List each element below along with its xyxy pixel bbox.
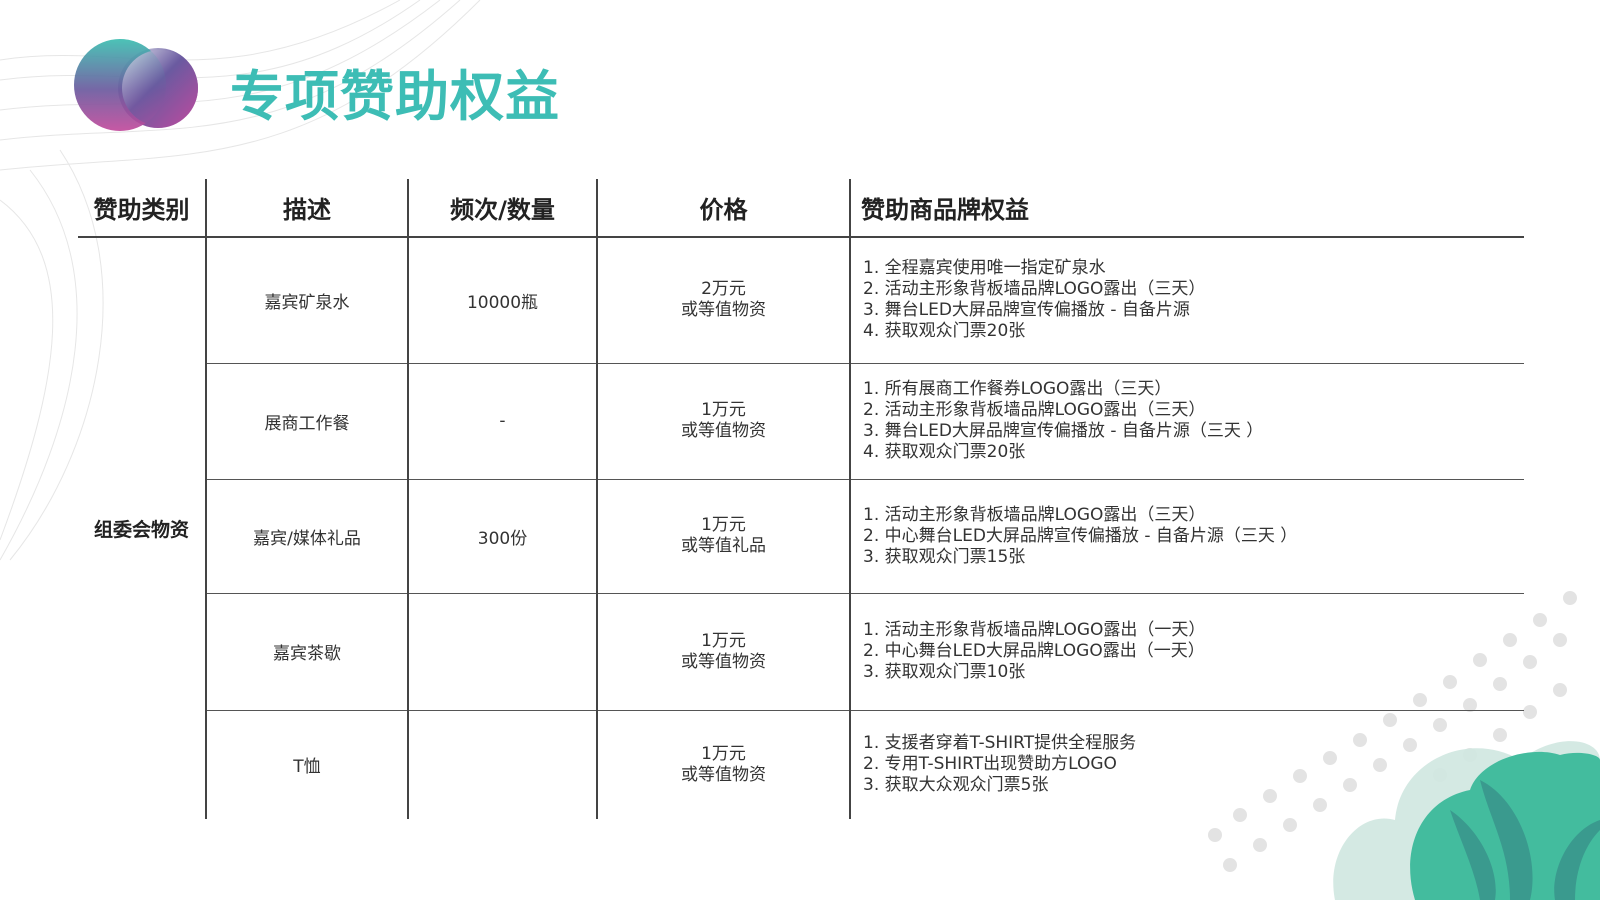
qty-cell <box>407 710 597 819</box>
benefit-item: 1. 支援者穿着T-SHIRT提供全程服务 <box>863 733 1137 754</box>
price-alt: 或等值物资 <box>681 764 766 785</box>
table-header-row: 赞助类别 描述 频次/数量 价格 赞助商品牌权益 <box>78 179 1524 238</box>
price-amount: 2万元 <box>701 279 746 300</box>
benefit-item: 4. 获取观众门票20张 <box>863 442 1026 462</box>
sponsorship-table: 赞助类别 描述 频次/数量 价格 赞助商品牌权益 组委会物资 嘉宾矿泉水 100… <box>78 179 1524 819</box>
price-cell: 1万元 或等值物资 <box>596 710 850 819</box>
table-row: 嘉宾/媒体礼品 300份 1万元 或等值礼品 1. 活动主形象背板墙品牌LOGO露… <box>78 479 1524 594</box>
benefits-cell: 1. 所有展商工作餐券LOGO露出（三天） 2. 活动主形象背板墙品牌LOGO露出… <box>849 363 1524 480</box>
benefits-cell: 1. 活动主形象背板墙品牌LOGO露出（一天） 2. 中心舞台LED大屏品牌LOG… <box>849 593 1524 711</box>
qty-cell: 10000瓶 <box>407 237 597 364</box>
table-row: 组委会物资 嘉宾矿泉水 10000瓶 2万元 或等值物资 1. 全程嘉宾使用唯一指… <box>78 237 1524 541</box>
leaf-shape-icon <box>1333 741 1600 900</box>
benefit-item: 2. 活动主形象背板墙品牌LOGO露出（三天） <box>863 400 1206 420</box>
price-alt: 或等值物资 <box>681 421 766 441</box>
benefits-cell: 1. 全程嘉宾使用唯一指定矿泉水 2. 活动主形象背板墙品牌LOGO露出（三天） 3… <box>849 237 1524 364</box>
benefit-item: 1. 活动主形象背板墙品牌LOGO露出（一天） <box>863 620 1206 640</box>
benefit-item: 3. 获取大众观众门票5张 <box>863 775 1049 796</box>
price-cell: 1万元 或等值物资 <box>596 363 850 480</box>
price-alt: 或等值礼品 <box>681 536 766 556</box>
benefit-item: 1. 所有展商工作餐券LOGO露出（三天） <box>863 379 1172 399</box>
benefit-item: 2. 中心舞台LED大屏品牌LOGO露出（一天） <box>863 641 1205 661</box>
benefits-cell: 1. 活动主形象背板墙品牌LOGO露出（三天） 2. 中心舞台LED大屏品牌宣传偏… <box>849 479 1524 594</box>
benefit-item: 1. 活动主形象背板墙品牌LOGO露出（三天） <box>863 504 1206 525</box>
desc-cell: 嘉宾/媒体礼品 <box>205 479 408 594</box>
table-row: 嘉宾茶歇 1万元 或等值物资 1. 活动主形象背板墙品牌LOGO露出（一天） 2. … <box>78 593 1524 711</box>
desc-cell: 展商工作餐 <box>205 363 408 480</box>
benefit-item: 1. 全程嘉宾使用唯一指定矿泉水 <box>863 258 1106 279</box>
price-cell: 2万元 或等值物资 <box>596 237 850 364</box>
qty-cell: - <box>407 363 597 480</box>
page-title: 专项赞助权益 <box>230 65 560 128</box>
benefit-item: 4. 获取观众门票20张 <box>863 321 1026 342</box>
benefit-item: 2. 中心舞台LED大屏品牌宣传偏播放 - 自备片源（三天 ） <box>863 525 1298 546</box>
category-cell: 组委会物资 <box>93 519 189 541</box>
header-benefits: 赞助商品牌权益 <box>849 179 1524 238</box>
benefit-item: 3. 获取观众门票10张 <box>863 662 1026 682</box>
price-amount: 1万元 <box>701 743 746 764</box>
qty-cell: 300份 <box>407 479 597 594</box>
logo-circles-icon <box>74 39 198 131</box>
header-description: 描述 <box>205 179 408 238</box>
benefit-item: 3. 舞台LED大屏品牌宣传偏播放 - 自备片源 <box>863 300 1190 321</box>
price-alt: 或等值物资 <box>681 300 766 321</box>
price-amount: 1万元 <box>701 400 746 420</box>
qty-cell <box>407 593 597 711</box>
table-row: T恤 1万元 或等值物资 1. 支援者穿着T-SHIRT提供全程服务 2. 专用T-… <box>78 710 1524 819</box>
price-amount: 1万元 <box>701 630 746 651</box>
benefit-item: 3. 舞台LED大屏品牌宣传偏播放 - 自备片源（三天 ） <box>863 421 1264 441</box>
price-alt: 或等值物资 <box>681 651 766 672</box>
benefit-item: 3. 获取观众门票15张 <box>863 546 1026 567</box>
header-quantity: 频次/数量 <box>407 179 597 238</box>
desc-cell: T恤 <box>205 710 408 819</box>
header-price: 价格 <box>596 179 850 238</box>
benefit-item: 2. 专用T-SHIRT出现赞助方LOGO <box>863 754 1117 775</box>
benefits-cell: 1. 支援者穿着T-SHIRT提供全程服务 2. 专用T-SHIRT出现赞助方LO… <box>849 710 1524 819</box>
benefit-item: 2. 活动主形象背板墙品牌LOGO露出（三天） <box>863 279 1206 300</box>
desc-cell: 嘉宾矿泉水 <box>205 237 408 364</box>
desc-cell: 嘉宾茶歇 <box>205 593 408 711</box>
header-category: 赞助类别 <box>78 179 206 238</box>
price-cell: 1万元 或等值礼品 <box>596 479 850 594</box>
table-row: 展商工作餐 - 1万元 或等值物资 1. 所有展商工作餐券LOGO露出（三天） 2.… <box>78 363 1524 480</box>
price-amount: 1万元 <box>701 515 746 535</box>
price-cell: 1万元 或等值物资 <box>596 593 850 711</box>
